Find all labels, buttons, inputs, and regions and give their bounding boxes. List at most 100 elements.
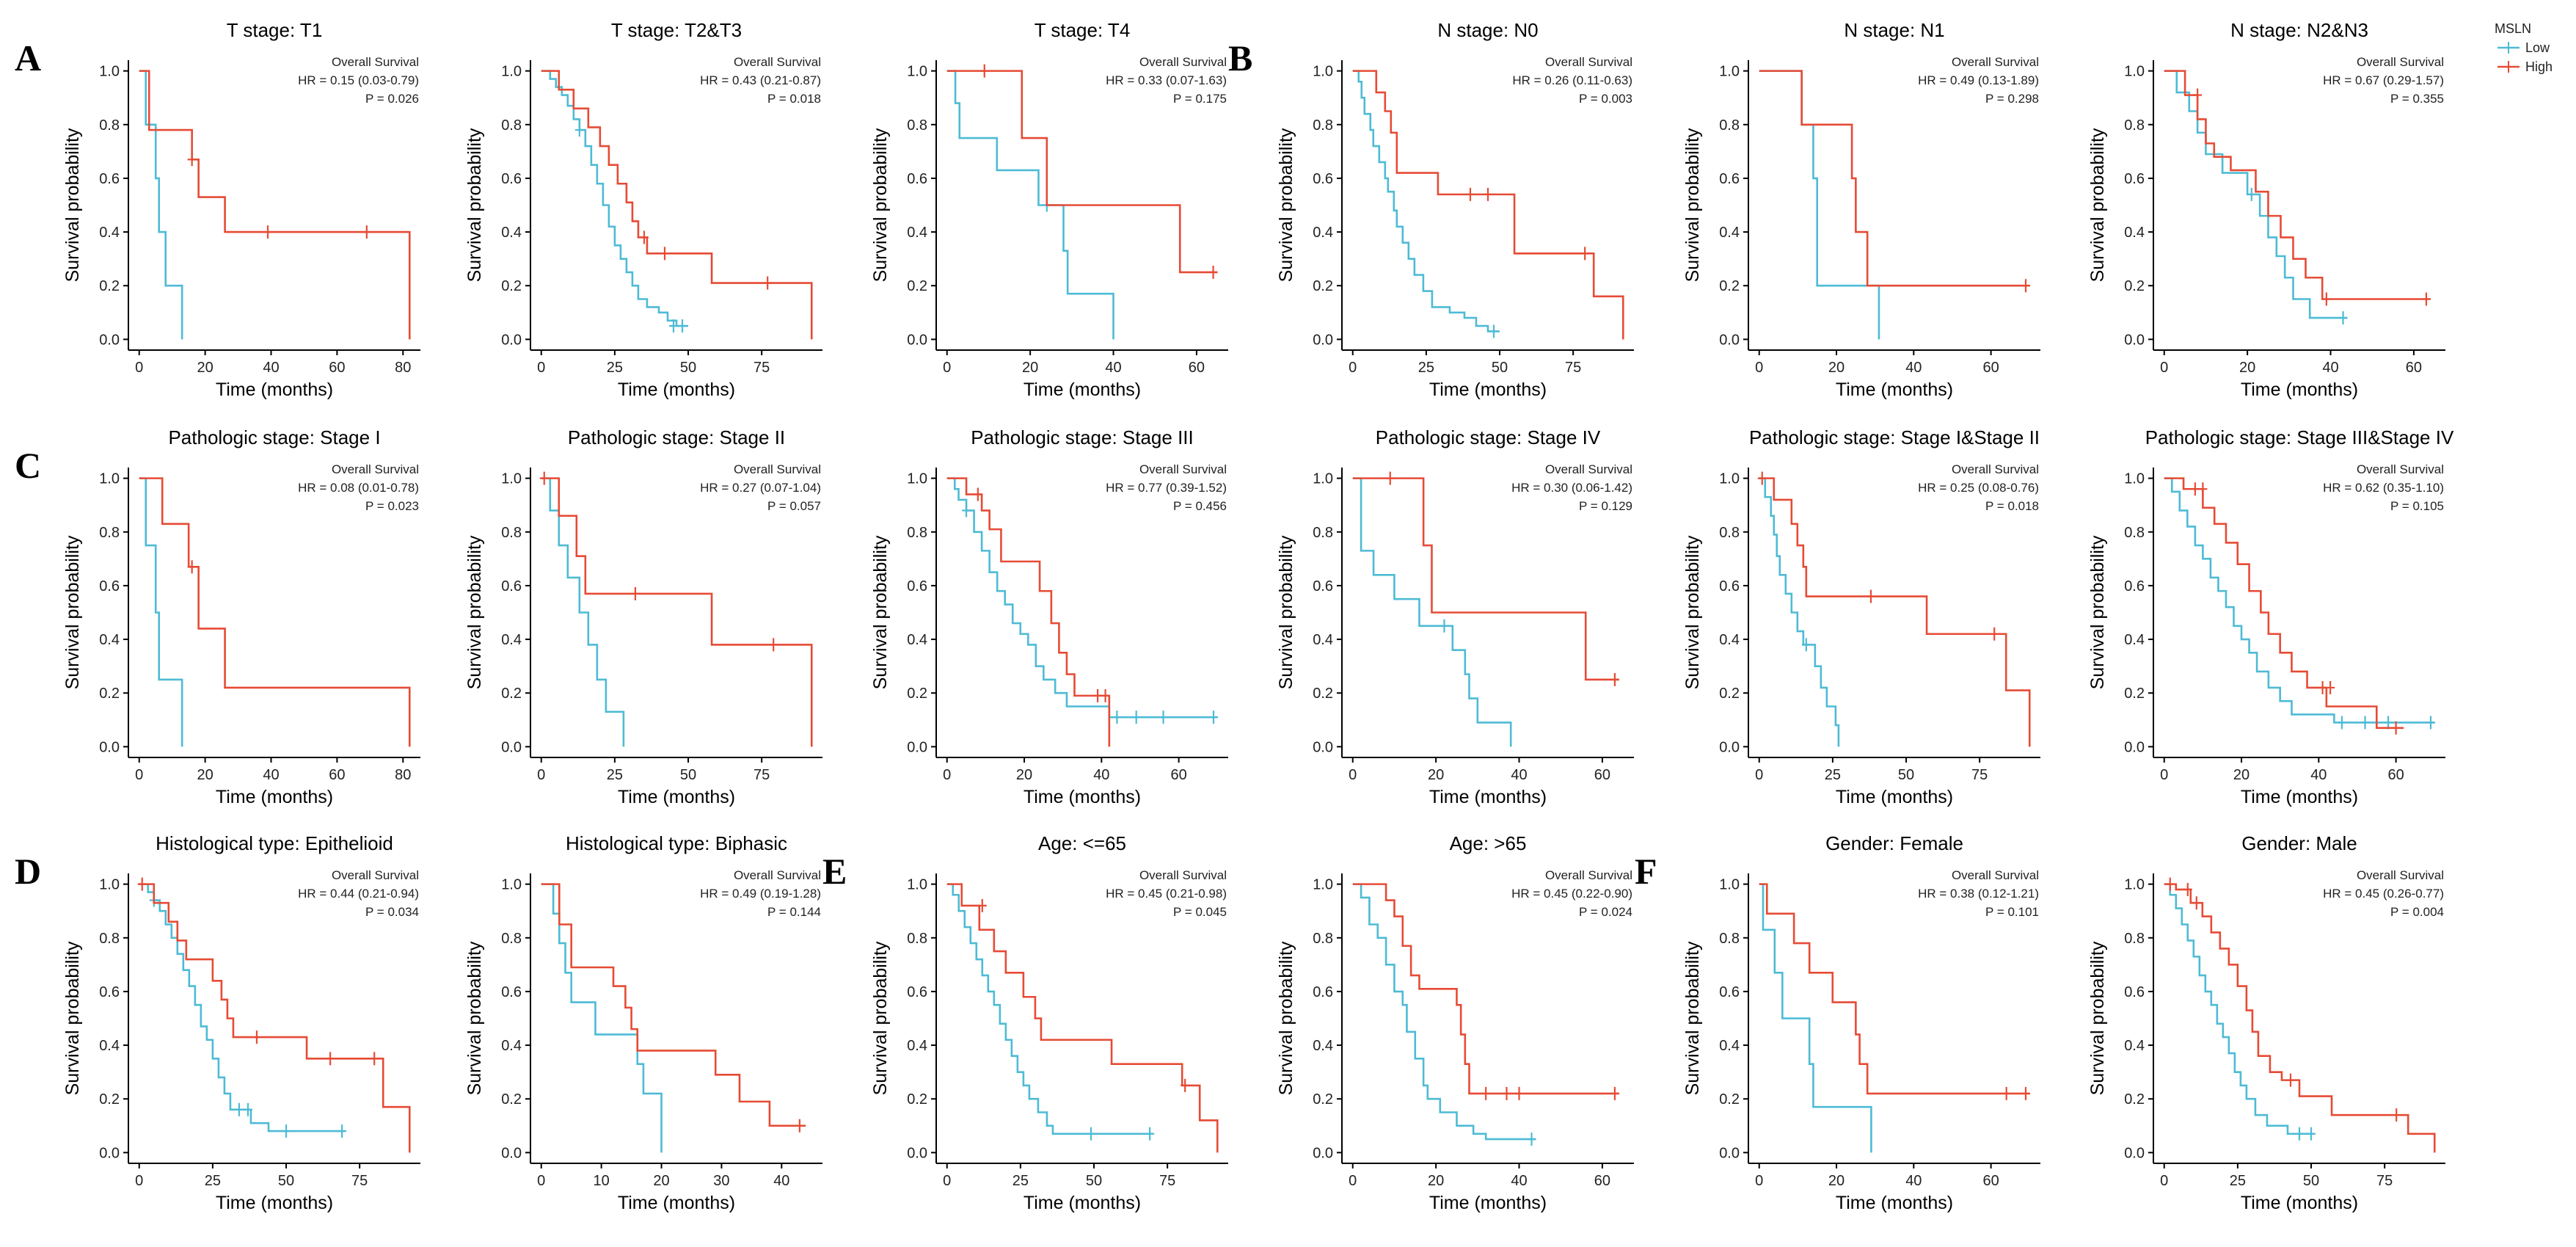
y-tick-label: 1.0 (2124, 64, 2145, 80)
panel-title: T stage: T4 (1035, 19, 1131, 41)
y-tick-label: 1.0 (501, 877, 522, 893)
y-tick-label: 0.0 (907, 1145, 927, 1161)
x-tick-label: 60 (329, 767, 345, 783)
stat-label: Overall Survival (734, 868, 821, 882)
y-axis-label: Survival probability (2087, 941, 2108, 1095)
x-tick-label: 20 (1022, 360, 1038, 376)
panel-title: Gender: Female (1825, 832, 1963, 854)
panel-title: Histological type: Biphasic (566, 832, 787, 854)
p-value: P = 0.004 (2390, 905, 2444, 919)
y-tick-label: 1.0 (2124, 471, 2145, 487)
p-value: P = 0.101 (1985, 905, 2039, 919)
y-tick-label: 0.2 (501, 1091, 522, 1108)
km-panel: 0.0 0.2 0.4 0.6 0.8 1.0 0 20 40 60 N stage: N2&N3 T… (2087, 19, 2445, 400)
survival-curve-high (541, 883, 806, 1127)
x-tick-label: 75 (754, 767, 770, 783)
hazard-ratio: HR = 0.45 (0.21-0.98) (1106, 887, 1227, 901)
x-axis-label: Time (months) (618, 379, 735, 400)
x-axis-label: Time (months) (216, 379, 333, 400)
survival-curve-high (1352, 883, 1619, 1095)
y-tick-label: 1.0 (1313, 471, 1333, 487)
x-tick-label: 0 (537, 767, 545, 783)
p-value: P = 0.026 (365, 92, 419, 106)
x-tick-label: 40 (263, 360, 279, 376)
y-tick-label: 0.0 (1719, 739, 1740, 755)
hazard-ratio: HR = 0.15 (0.03-0.79) (298, 73, 419, 87)
legend-label: Low (2525, 40, 2550, 55)
y-axis-label: Survival probability (1682, 128, 1703, 282)
y-tick-label: 0.8 (1719, 117, 1740, 134)
x-tick-label: 25 (607, 360, 623, 376)
km-panel: 0.0 0.2 0.4 0.6 0.8 1.0 0 25 50 75 T stage: T2&T3 T… (464, 19, 822, 400)
y-tick-label: 0.2 (1313, 686, 1333, 702)
p-value: P = 0.105 (2390, 499, 2444, 513)
y-tick-label: 0.8 (2124, 931, 2145, 947)
legend-title: MSLN (2495, 21, 2531, 36)
y-tick-label: 1.0 (501, 64, 522, 80)
hazard-ratio: HR = 0.43 (0.21-0.87) (700, 73, 821, 87)
x-tick-label: 20 (1828, 1173, 1845, 1189)
y-tick-label: 0.2 (1719, 278, 1740, 294)
y-tick-label: 0.0 (2124, 1145, 2145, 1161)
stat-label: Overall Survival (1952, 55, 2039, 69)
y-tick-label: 0.6 (1719, 578, 1740, 595)
y-tick-label: 0.6 (501, 171, 522, 187)
y-axis-label: Survival probability (2087, 535, 2108, 689)
x-tick-label: 0 (1755, 767, 1763, 783)
y-tick-label: 0.8 (907, 931, 927, 947)
x-tick-label: 0 (1755, 360, 1763, 376)
y-tick-label: 0.2 (1719, 686, 1740, 702)
y-axis-label: Survival probability (1276, 535, 1296, 689)
x-tick-label: 20 (2233, 767, 2250, 783)
panel-title: T stage: T1 (227, 19, 323, 41)
x-tick-label: 0 (1349, 1173, 1357, 1189)
survival-curve-high (139, 70, 411, 340)
survival-curve-low (139, 883, 346, 1133)
survival-curve-high (946, 883, 1219, 1153)
x-tick-label: 60 (1170, 767, 1186, 783)
y-axis-label: Survival probability (1276, 941, 1296, 1095)
hazard-ratio: HR = 0.77 (0.39-1.52) (1106, 481, 1227, 495)
y-tick-label: 1.0 (907, 64, 927, 80)
y-tick-label: 0.6 (907, 171, 927, 187)
x-tick-label: 50 (2303, 1173, 2319, 1189)
x-tick-label: 60 (1982, 1173, 1999, 1189)
panel-title: Pathologic stage: Stage I (168, 426, 380, 448)
survival-curve-high (139, 477, 411, 747)
y-tick-label: 0.0 (1719, 1145, 1740, 1161)
x-tick-label: 0 (537, 360, 545, 376)
stat-label: Overall Survival (1952, 462, 2039, 476)
y-tick-label: 0.8 (99, 525, 120, 541)
x-tick-label: 20 (2239, 360, 2255, 376)
survival-curve-low (1352, 477, 1512, 747)
survival-curve-low (946, 70, 1114, 340)
y-tick-label: 0.2 (907, 278, 927, 294)
p-value: P = 0.023 (365, 499, 419, 513)
x-tick-label: 0 (135, 1173, 143, 1189)
km-panel: 0.0 0.2 0.4 0.6 0.8 1.0 0 20 40 60 Pathologic stag… (2087, 426, 2454, 807)
y-tick-label: 0.2 (501, 686, 522, 702)
y-axis-label: Survival probability (870, 128, 891, 282)
km-panel: 0.0 0.2 0.4 0.6 0.8 1.0 0 25 50 75 Age: <=65 Time (… (822, 832, 1228, 1213)
y-tick-label: 1.0 (1719, 877, 1740, 893)
y-tick-label: 0.8 (501, 117, 522, 134)
km-panel: 0.0 0.2 0.4 0.6 0.8 1.0 0 20 40 60 N stage: N1 Time… (1682, 19, 2040, 400)
p-value: P = 0.175 (1173, 92, 1227, 106)
x-tick-label: 60 (329, 360, 345, 376)
stat-label: Overall Survival (332, 868, 419, 882)
panel-letter: F (1635, 851, 1657, 892)
x-tick-label: 20 (1428, 1173, 1444, 1189)
x-tick-label: 0 (2160, 1173, 2168, 1189)
y-tick-label: 0.4 (99, 632, 120, 648)
x-tick-label: 60 (1982, 360, 1999, 376)
y-tick-label: 0.0 (501, 1145, 522, 1161)
p-value: P = 0.057 (767, 499, 821, 513)
x-tick-label: 75 (754, 360, 770, 376)
x-axis-label: Time (months) (618, 1193, 735, 1213)
y-tick-label: 0.2 (907, 1091, 927, 1108)
x-tick-label: 0 (2160, 767, 2168, 783)
y-tick-label: 0.0 (501, 739, 522, 755)
x-tick-label: 25 (2230, 1173, 2246, 1189)
survival-curve-low (1759, 477, 1840, 747)
